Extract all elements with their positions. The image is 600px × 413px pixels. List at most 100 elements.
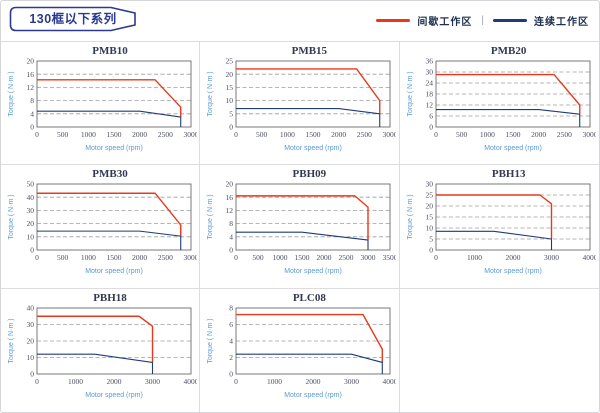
svg-text:4000: 4000 [383,377,397,386]
svg-text:2500: 2500 [357,130,372,139]
svg-text:Motor speed (rpm): Motor speed (rpm) [285,268,343,275]
chart-cell-pmb30: PMB30 0 10 20 30 40 50 0 500 1000 1500 2000 2500 300… [1,165,201,289]
svg-text:2000: 2000 [317,253,332,262]
svg-text:16: 16 [27,70,35,79]
legend-separator: | [481,14,484,26]
svg-text:1000: 1000 [273,253,288,262]
svg-text:8: 8 [230,220,234,229]
svg-text:1000: 1000 [81,130,96,139]
svg-text:Torque ( N·m ): Torque ( N·m ) [8,71,15,116]
svg-text:30: 30 [425,68,433,77]
legend: 间歇工作区 | 连续工作区 [376,12,589,28]
svg-text:2000: 2000 [132,130,147,139]
svg-text:2000: 2000 [132,253,147,262]
chart-cell-pbh09: PBH09 0 4 8 12 16 20 0 500 1000 1500 2000 2500 3000 3… [200,165,400,289]
chart-title: PMB15 [291,45,328,57]
svg-text:10: 10 [27,353,35,362]
svg-text:1000: 1000 [467,253,482,262]
svg-text:2000: 2000 [531,130,546,139]
svg-text:2500: 2500 [556,130,571,139]
svg-text:1500: 1500 [295,253,310,262]
svg-text:3000: 3000 [184,253,198,262]
torque-speed-chart-pbh09: 0 4 8 12 16 20 0 500 1000 1500 2000 2500 3000 3500 Mot… [207,180,397,275]
intermittent-zone-line-swatch [376,18,411,22]
svg-text:12: 12 [425,101,433,110]
chart-cell-pbh13: PBH13 0 5 10 15 20 25 30 0 1000 2000 3000 4000 Motor… [399,165,599,289]
svg-text:2000: 2000 [107,377,122,386]
svg-text:4: 4 [30,109,34,118]
svg-text:500: 500 [456,130,468,139]
svg-text:25: 25 [425,191,433,200]
svg-text:10: 10 [226,96,234,105]
chart-grid: PMB10 0 4 8 12 16 20 0 500 1000 1500 2000 2500 3000 M… [1,41,599,412]
chart-cell-pmb15: PMB15 0 5 10 15 20 25 0 500 1000 1500 2000 2500 3000… [200,42,400,166]
chart-cell-empty [400,289,599,412]
svg-text:1000: 1000 [267,377,282,386]
svg-text:1500: 1500 [107,253,122,262]
svg-text:2000: 2000 [331,130,346,139]
svg-text:20: 20 [27,220,35,229]
svg-text:0: 0 [230,123,234,132]
svg-text:4000: 4000 [184,377,198,386]
chart-cell-pbh18: PBH18 0 10 20 30 40 0 1000 2000 3000 4000 Motor sp… [1,288,201,412]
svg-text:20: 20 [27,57,35,66]
svg-text:30: 30 [425,180,433,189]
svg-text:3000: 3000 [145,377,160,386]
svg-text:3500: 3500 [383,253,397,262]
torque-speed-chart-plc08: 0 2 4 6 8 0 1000 2000 3000 4000 Motor speed (rpm) T… [207,304,397,399]
svg-text:2000: 2000 [505,253,520,262]
svg-text:Motor speed (rpm): Motor speed (rpm) [85,268,143,275]
svg-text:15: 15 [226,83,234,92]
svg-text:1500: 1500 [306,130,321,139]
chart-title: PBH09 [292,168,327,181]
svg-text:Torque ( N·m ): Torque ( N·m ) [207,195,214,240]
svg-text:1500: 1500 [505,130,520,139]
svg-text:18: 18 [425,90,433,99]
svg-text:5: 5 [230,109,234,118]
svg-text:0: 0 [230,369,234,378]
svg-text:40: 40 [27,304,35,313]
svg-text:Torque ( N·m ): Torque ( N·m ) [8,318,15,363]
svg-text:6: 6 [230,320,234,329]
svg-text:Torque ( N·m ): Torque ( N·m ) [8,195,15,240]
svg-text:500: 500 [57,130,69,139]
svg-text:500: 500 [253,253,265,262]
svg-text:1500: 1500 [107,130,122,139]
torque-speed-chart-pbh18: 0 10 20 30 40 0 1000 2000 3000 4000 Motor speed (r… [8,304,198,399]
svg-text:50: 50 [27,180,35,189]
chart-title: PMB30 [92,168,128,181]
chart-title: PMB20 [490,45,527,57]
svg-text:4: 4 [230,336,234,345]
svg-text:12: 12 [27,83,35,92]
svg-text:0: 0 [30,123,34,132]
svg-text:0: 0 [434,253,438,262]
svg-text:Motor speed (rpm): Motor speed (rpm) [85,392,143,399]
svg-text:Motor speed (rpm): Motor speed (rpm) [484,145,542,152]
chart-cell-pmb20: PMB20 0 6 12 18 24 30 36 0 500 1000 1500 2000 2500 30… [399,42,599,166]
svg-text:25: 25 [226,57,234,66]
svg-text:1000: 1000 [81,253,96,262]
series-title: 130框以下系列 [29,12,117,26]
svg-text:Torque ( N·m ): Torque ( N·m ) [207,318,214,363]
continuous-zone-line-swatch [493,18,527,22]
svg-text:0: 0 [35,377,39,386]
svg-text:Torque ( N·m ): Torque ( N·m ) [207,71,214,116]
svg-text:10: 10 [425,224,433,233]
svg-text:3000: 3000 [544,253,559,262]
svg-text:12: 12 [226,206,234,215]
svg-text:0: 0 [35,130,39,139]
svg-text:20: 20 [425,202,433,211]
svg-text:1000: 1000 [280,130,295,139]
svg-text:8: 8 [230,304,234,313]
chart-cell-plc08: PLC08 0 2 4 6 8 0 1000 2000 3000 4000 Motor speed … [200,288,400,412]
svg-text:0: 0 [429,123,433,132]
series-title-tag: 130框以下系列 [9,6,137,32]
svg-text:20: 20 [226,70,234,79]
svg-text:1000: 1000 [479,130,494,139]
svg-text:0: 0 [230,246,234,255]
svg-text:16: 16 [226,193,234,202]
chart-title: PBH13 [491,168,526,181]
